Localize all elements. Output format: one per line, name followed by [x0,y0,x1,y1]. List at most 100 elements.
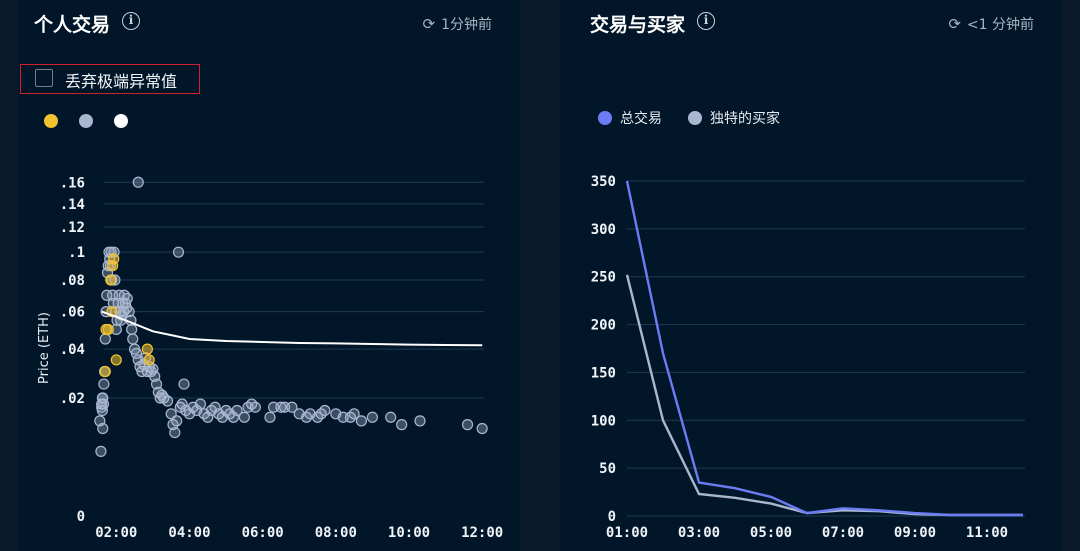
y-tick-label: .12 [60,220,85,236]
data-point [110,354,122,366]
data-point [172,246,185,258]
data-point [130,347,143,359]
data-point [132,176,144,188]
data-point [286,401,298,413]
x-tick-label: 09:00 [894,525,936,541]
y-tick-label: .1 [68,245,85,261]
data-point [385,411,397,423]
data-point [141,343,153,355]
refresh-status[interactable]: ⟳ <1 分钟前 [948,14,1034,34]
y-tick-label: .14 [60,197,85,213]
data-point [161,395,174,407]
data-point [121,292,133,305]
x-tick-label: 01:00 [606,525,648,541]
discard-outliers-option[interactable]: 丢弃极端异常值 [20,64,200,94]
y-tick-label: 350 [591,174,616,190]
data-point [366,411,379,423]
x-tick-label: 07:00 [822,525,864,541]
series-line [625,180,1023,517]
data-point [150,378,163,390]
data-point [108,253,120,265]
info-icon[interactable]: i [697,12,715,30]
y-tick-label: 0 [608,509,616,525]
refresh-status[interactable]: ⟳ 1分钟前 [423,14,493,34]
data-point [169,426,181,439]
data-point [319,404,331,417]
refresh-text: <1 分钟前 [966,17,1034,33]
trend-line [101,310,483,347]
data-point [249,401,261,413]
data-point [414,415,426,427]
data-point [348,408,360,420]
data-point [176,398,188,410]
y-tick-label: .16 [60,175,85,191]
y-axis-label: Price (ETH) [37,312,52,384]
data-point [126,323,138,336]
data-point [99,333,111,345]
x-tick-label: 02:00 [95,525,137,541]
data-point [105,274,117,286]
series-line [625,274,1023,517]
data-point [396,419,408,431]
data-point [171,415,183,427]
data-point [95,445,107,457]
y-tick-label: 50 [599,461,616,477]
y-tick-label: 100 [591,413,616,429]
panel-title: 交易与买家 [590,14,686,36]
y-tick-label: .08 [60,273,85,289]
data-point [264,411,276,423]
x-tick-label: 08:00 [315,525,357,541]
panel-title: 个人交易 [34,14,111,36]
checkbox-label: 丢弃极端异常值 [65,72,178,91]
x-tick-label: 06:00 [242,525,284,541]
y-tick-label: 300 [591,222,616,238]
y-tick-label: 250 [591,270,616,286]
x-tick-label: 05:00 [750,525,792,541]
data-point [143,354,155,366]
data-point [127,333,139,345]
x-tick-label: 12:00 [461,525,503,541]
legend-dot [688,111,702,125]
data-point [194,398,207,410]
legend-label: 总交易 [620,111,662,127]
data-point [101,289,113,301]
data-point [96,404,108,417]
data-point [123,306,135,318]
x-tick-label: 11:00 [966,525,1008,541]
data-point [275,401,287,413]
legend-dot-white[interactable] [114,114,128,128]
y-tick-label: 150 [591,365,616,381]
data-point [98,378,110,390]
data-point [355,415,368,427]
legend-dot-gray[interactable] [79,114,93,128]
legend-item-unique-buyers[interactable]: 独特的买家 [688,108,780,128]
refresh-icon: ⟳ [948,15,961,33]
data-point [102,323,114,336]
legend-label: 独特的买家 [710,111,780,127]
data-point [178,378,190,390]
scatter-chart: .16 .14 .12 .1 .08 .06 .04 .02 0 02:00 04:00 06:00… [37,175,503,541]
y-tick-label: 0 [77,509,85,525]
line-chart: 0 50 100 150 200 250 300 350 01:00 03:00 05:00 07:… [591,174,1025,541]
data-point [476,422,488,435]
individual-trades-panel: 个人交易 i ⟳ 1分钟前 丢弃极端异常值 .16 .14 .12 .1 .08 .06 .0… [18,0,520,551]
data-point [99,365,111,378]
y-tick-label: 200 [591,318,616,334]
legend-item-total-trades[interactable]: 总交易 [598,108,662,128]
refresh-icon: ⟳ [422,15,436,33]
x-tick-label: 03:00 [678,525,720,541]
y-tick-label: .04 [60,342,85,358]
refresh-text: 1分钟前 [441,17,492,33]
x-tick-label: 10:00 [388,525,430,541]
info-icon[interactable]: i [122,12,140,30]
data-point [231,404,243,417]
legend-dot-yellow[interactable] [44,114,58,128]
data-point [97,422,109,435]
y-tick-label: .06 [60,305,85,321]
data-point [461,419,474,431]
data-point [209,401,221,413]
x-tick-label: 04:00 [168,525,210,541]
discard-outliers-checkbox[interactable] [35,69,53,87]
legend-dot [598,111,612,125]
trades-and-buyers-panel: 交易与买家 i ⟳ <1 分钟前 总交易 独特的买家 0 50 100 150 200 25… [560,0,1062,551]
